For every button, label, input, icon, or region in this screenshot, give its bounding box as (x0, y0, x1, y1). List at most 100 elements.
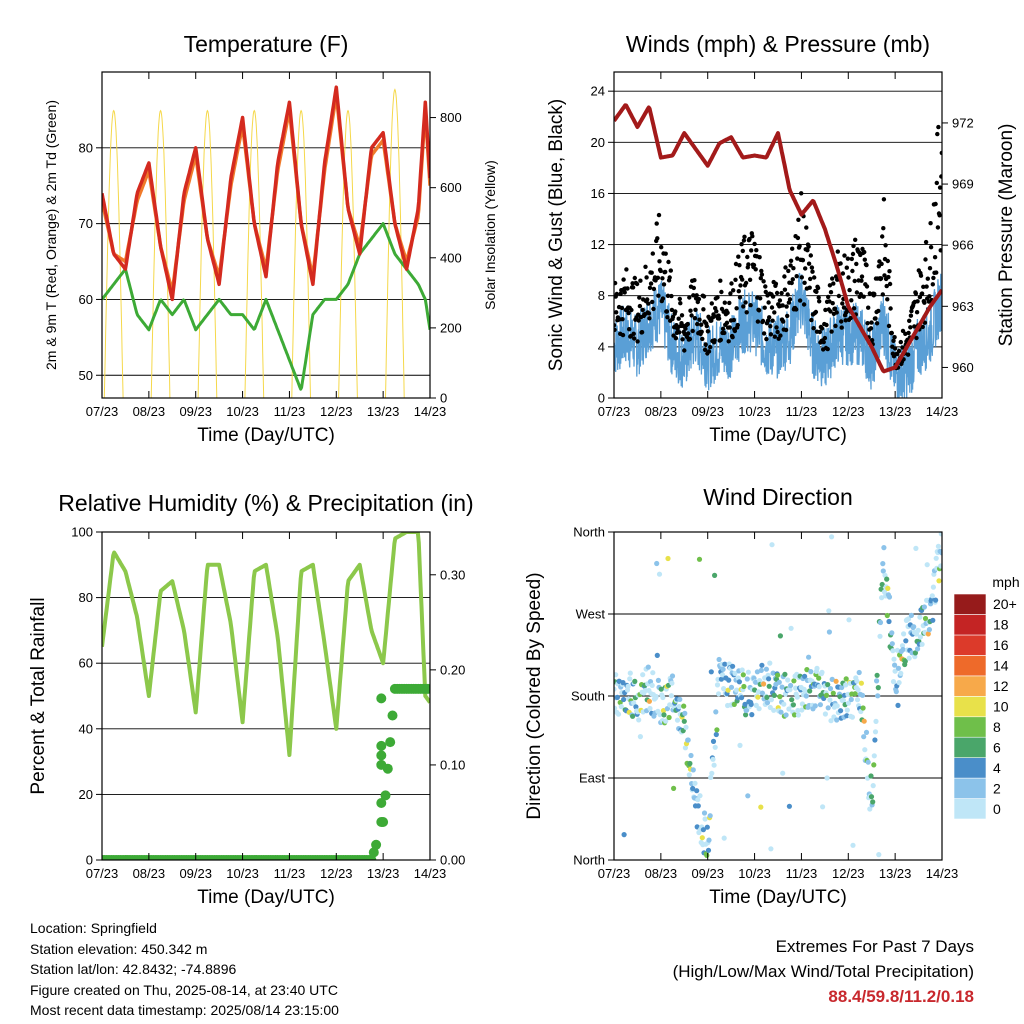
gust-point (808, 253, 813, 258)
wind-direction-point (685, 737, 691, 743)
gust-point (699, 322, 704, 327)
wind-direction-point (627, 676, 633, 682)
wind-direction-point (849, 714, 856, 720)
temp-y2label: Solar Insolation (Yellow) (482, 160, 498, 310)
gust-point (761, 331, 767, 336)
gust-point (794, 307, 799, 312)
gust-point (783, 327, 789, 333)
gust-point (759, 268, 764, 274)
gust-point (816, 295, 821, 300)
dir-ytick-label: North (573, 853, 605, 868)
gust-point (914, 310, 920, 315)
legend-swatch (953, 777, 987, 799)
gust-point (657, 259, 662, 264)
gust-point (730, 335, 735, 340)
gust-point (806, 261, 812, 266)
gust-point (934, 270, 939, 275)
gust-point (703, 342, 708, 347)
legend-label: 8 (993, 719, 1001, 735)
wind-direction-point (646, 698, 653, 704)
gust-point (679, 313, 685, 318)
wind-direction-point (795, 712, 802, 718)
winds-ylabel: Sonic Wind & Gust (Blue, Black) (546, 99, 567, 371)
gust-point (932, 255, 938, 260)
gust-point (869, 338, 875, 343)
wind-direction-point (872, 729, 879, 735)
wind-direction-point (906, 616, 912, 622)
wind-direction-point (722, 661, 728, 667)
wind-direction-point (814, 665, 820, 672)
gust-point (799, 275, 804, 280)
winds-series (614, 103, 942, 398)
wind-direction-point (889, 641, 895, 647)
gust-point (673, 336, 679, 341)
wind-direction-point (768, 846, 774, 852)
wind-direction-point (694, 788, 700, 794)
winds-y2tick-label: 966 (952, 238, 974, 253)
wind-direction-point (631, 700, 637, 706)
wind-direction-point (895, 702, 901, 709)
winds-xtick-label: 09/23 (691, 404, 724, 419)
gust-point (726, 339, 731, 344)
gust-point (645, 297, 650, 302)
wind-direction-point (839, 684, 845, 691)
legend-label: 6 (993, 739, 1001, 755)
gust-point (690, 328, 695, 334)
wind-direction-point (872, 737, 878, 743)
wind-direction-point (782, 671, 788, 677)
wind-direction-point (713, 731, 719, 738)
gust-point (701, 307, 706, 312)
wind-direction-point (808, 669, 814, 675)
temp-series (102, 85, 430, 398)
wind-direction-point (906, 655, 912, 661)
wind-direction-point (802, 688, 808, 695)
wind-direction-point (739, 667, 745, 673)
wind-direction-point (725, 687, 731, 693)
gust-point (772, 334, 777, 339)
wind-direction-point (806, 654, 812, 660)
wind-direction-point (759, 662, 765, 668)
gust-point (774, 290, 780, 296)
wind-direction-point (656, 571, 663, 577)
gust-point (869, 320, 874, 325)
wind-direction-point (848, 696, 854, 703)
gust-point (770, 318, 775, 323)
wind-direction-point (843, 682, 849, 688)
precipitation-point (376, 693, 387, 704)
gust-point (761, 279, 766, 284)
wind-direction-point (764, 694, 770, 701)
gust-point (817, 299, 822, 304)
gust-point (859, 278, 864, 283)
wind-direction-point (755, 689, 762, 695)
gust-point (772, 310, 777, 315)
wind-direction-point (781, 701, 787, 707)
gust-point (797, 298, 803, 303)
rh-y2tick-label: 0.20 (440, 662, 465, 677)
wind-direction-point (891, 656, 897, 662)
gust-point (619, 305, 625, 311)
wind-direction-point (896, 680, 902, 686)
gust-point (840, 301, 845, 306)
gust-point (794, 274, 799, 279)
gust-point (669, 307, 675, 313)
precipitation-point (376, 750, 387, 761)
gust-point (937, 213, 942, 218)
gust-point (939, 174, 942, 179)
wind-direction-point (771, 707, 777, 713)
gust-point (757, 255, 762, 260)
wind-direction-point (700, 827, 707, 833)
wind-direction-point (779, 684, 785, 690)
winds-ytick-label: 8 (598, 288, 605, 303)
wind-direction-point (926, 627, 933, 633)
wind-direction-point (854, 697, 861, 703)
rh-xtick-label: 11/23 (274, 866, 306, 881)
temp-y2tick-label: 200 (440, 320, 462, 335)
gust-point (852, 278, 857, 284)
wind-direction-point (637, 734, 644, 740)
rh-xtick-label: 10/23 (226, 866, 259, 881)
gust-point (656, 212, 662, 218)
dir-ytick-label: West (576, 607, 606, 622)
wind-direction-point (682, 745, 689, 751)
gust-point (892, 346, 898, 351)
